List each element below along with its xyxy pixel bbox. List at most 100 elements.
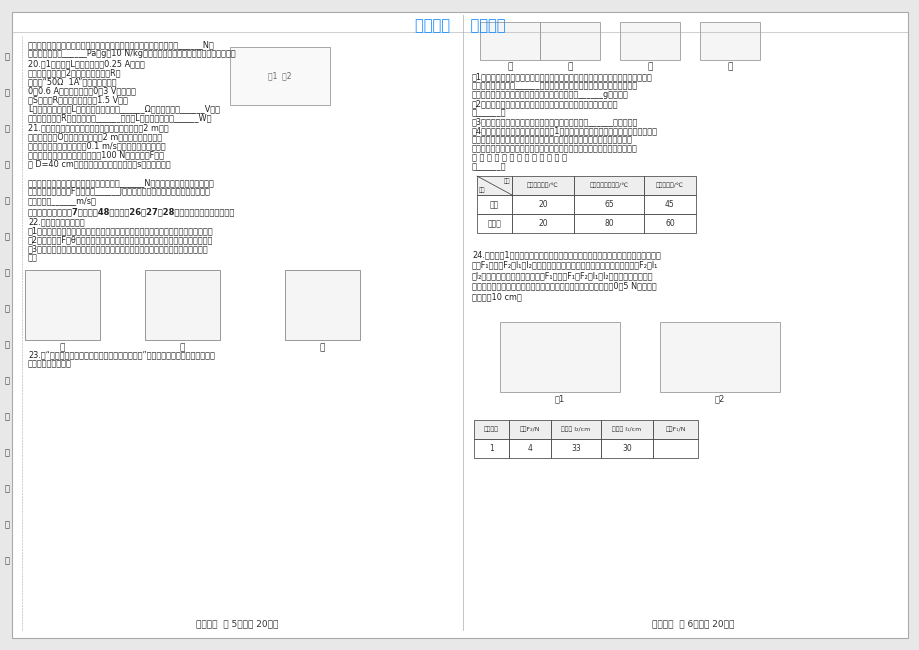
Text: 门处的过程中，推力F做的功为______J；为能安全通过该感应门，货物运动的速: 门处的过程中，推力F做的功为______J；为能安全通过该感应门，货物运动的速: [28, 187, 210, 196]
Bar: [573, 214, 643, 233]
Text: 宽 D=40 cm的货物，使货物的中央沿虚线s垂直地匀速通: 宽 D=40 cm的货物，使货物的中央沿虚线s垂直地匀速通: [28, 159, 170, 168]
Text: 酒精: 酒精: [489, 200, 499, 209]
Bar: [699, 22, 759, 60]
Text: （2）图乙中，F和θ分别为凸透镜的焦点和光心，请将两条光线的光路图补充完整；: （2）图乙中，F和θ分别为凸透镜的焦点和光心，请将两条光线的光路图补充完整；: [28, 235, 213, 244]
Text: 确采集的数据如下表所示。根据实验数据，小林得出了与事实相反的实验结: 确采集的数据如下表所示。根据实验数据，小林得出了与事实相反的实验结: [471, 135, 632, 144]
Text: 规格为“50Ω  1A”，电流表量程为: 规格为“50Ω 1A”，电流表量程为: [28, 77, 117, 86]
Text: 图1  图2: 图1 图2: [268, 72, 291, 81]
Text: 动力臂 l₁/cm: 动力臂 l₁/cm: [612, 426, 641, 432]
Text: 4: 4: [527, 444, 532, 453]
Text: 正: 正: [5, 52, 9, 61]
Bar: [512, 195, 573, 214]
Bar: [539, 22, 599, 60]
Text: 景，此时游码所处位置如图丙所示，则他还应称量______g的酒精；: 景，此时游码所处位置如图丙所示，则他还应称量______g的酒精；: [471, 90, 628, 99]
Text: L恰好正常发光，则L正常发光时的阻値为______Ω，电源电压为______V；为: L恰好正常发光，则L正常发光时的阻値为______Ω，电源电压为______V；…: [28, 104, 220, 113]
Text: 是______。: 是______。: [471, 162, 506, 171]
Text: 22.请按题目要求作答：: 22.请按题目要求作答：: [28, 217, 85, 226]
Bar: [499, 322, 619, 392]
Text: 阻力F₂/N: 阻力F₂/N: [519, 426, 539, 432]
Bar: [476, 195, 512, 214]
Text: 80: 80: [604, 219, 613, 228]
Text: 实验次数: 实验次数: [483, 426, 498, 432]
Bar: [600, 439, 652, 458]
Text: 丙: 丙: [647, 62, 652, 71]
Bar: [550, 420, 600, 439]
Text: 应圆（圆心为O点）时，宽度均为2 m的两扇感应门立即向: 应圆（圆心为O点）时，宽度均为2 m的两扇感应门立即向: [28, 132, 162, 141]
Text: 动力F₁和阻力F₂，l₁和l₂分别表示动力臂和阻力臂。他的实验思路是：改变F₂、l₁: 动力F₁和阻力F₂，l₁和l₂分别表示动力臂和阻力臂。他的实验思路是：改变F₂、…: [471, 261, 658, 270]
Text: 论：质量相同的砖牀片和酒精完全燃烧后，砖牀片放出的热量较多。你认为他: 论：质量相同的砖牀片和酒精完全燃烧后，砖牀片放出的热量较多。你认为他: [471, 144, 637, 153]
Text: 物理试卷  第 5页（共 20页）: 物理试卷 第 5页（共 20页）: [196, 619, 278, 628]
Text: 45: 45: [664, 200, 675, 209]
Text: 质: 质: [5, 268, 9, 277]
Text: （2）小林组装的实验装置如图丁所示，他在器材安装中的一处错误: （2）小林组装的实验装置如图丁所示，他在器材安装中的一处错误: [471, 99, 618, 108]
Bar: [600, 420, 652, 439]
Text: （4）正确组装实验装置后，小林用（1）中所称量的砖牀片和酒精分别进行实验，正: （4）正确组装实验装置后，小林用（1）中所称量的砖牀片和酒精分别进行实验，正: [471, 126, 657, 135]
Bar: [230, 47, 330, 105]
Text: 路。: 路。: [28, 253, 38, 262]
Text: 带: 带: [5, 124, 9, 133]
Text: （1）图甲中，小磁针处于静止状态，请在两虚线框内分别标出电源和螺线管的极性；: （1）图甲中，小磁针处于静止状态，请在两虚线框内分别标出电源和螺线管的极性；: [28, 226, 213, 235]
Text: 21.自动感应门的视图如图所示：当物体进入半径为2 m的感: 21.自动感应门的视图如图所示：当物体进入半径为2 m的感: [28, 123, 168, 132]
Text: 20.图1中，灯泡L的额定电流为0.25 A，其电: 20.图1中，灯泡L的额定电流为0.25 A，其电: [28, 59, 144, 68]
Text: 20: 20: [538, 200, 547, 209]
Bar: [550, 439, 600, 458]
Bar: [25, 270, 100, 340]
Text: 0～0.6 A，电压表量程为0～3 V，闭合开: 0～0.6 A，电压表量程为0～3 V，闭合开: [28, 86, 136, 95]
Bar: [145, 270, 220, 340]
Text: 物理试卷  第 6页（共 20页）: 物理试卷 第 6页（共 20页）: [651, 619, 733, 628]
Text: 为燃料进行了实验。: 为燃料进行了实验。: [28, 359, 72, 368]
Text: 最: 最: [5, 196, 9, 205]
Text: 在 实 验 中 最 有 可 能 遗 漏 的 操 作: 在 实 验 中 最 有 可 能 遗 漏 的 操 作: [471, 153, 566, 162]
Text: 甲: 甲: [59, 343, 64, 352]
Text: 则他应将平衡螺母向______调节；图乙是正确测量所用砖牀片质量时的场: 则他应将平衡螺母向______调节；图乙是正确测量所用砖牀片质量时的场: [471, 81, 638, 90]
Text: 吸盘下方，此时吸盘恰好不脱落且两铝块也未分离，则细绳中的拉力为______N，: 吸盘下方，此时吸盘恰好不脱落且两铝块也未分离，则细绳中的拉力为______N，: [28, 40, 214, 49]
Bar: [508, 420, 550, 439]
Text: 此时大气压强为______Pa。g取10 N/kg，不考虑吸盘与玻璃板间的分子相互作用。: 此时大气压强为______Pa。g取10 N/kg，不考虑吸盘与玻璃板间的分子相…: [28, 49, 235, 58]
Text: 阻力臂 l₂/cm: 阻力臂 l₂/cm: [561, 426, 590, 432]
Text: 系。已知实验前已调节杠杆在水平位置平衡，弹簧测力计的量程为0～5 N，杠杆上: 系。已知实验前已调节杠杆在水平位置平衡，弹簧测力计的量程为0～5 N，杠杆上: [471, 281, 656, 291]
Bar: [659, 322, 779, 392]
Bar: [285, 270, 359, 340]
Text: 水温的变化/℃: 水温的变化/℃: [655, 183, 683, 188]
Text: 33: 33: [571, 444, 580, 453]
Text: 应圆后关闭，在水平地面上，人用100 N的水平推力F推动: 应圆后关闭，在水平地面上，人用100 N的水平推力F推动: [28, 150, 164, 159]
Text: 优: 优: [5, 232, 9, 241]
Text: （3）图丙中，插座的一部分已正确接入家庭电路，请将其他部分也正确接入家庭电: （3）图丙中，插座的一部分已正确接入家庭电路，请将其他部分也正确接入家庭电: [28, 244, 209, 253]
Text: 的: 的: [5, 304, 9, 313]
Text: 20: 20: [538, 219, 547, 228]
Text: 乙: 乙: [567, 62, 572, 71]
Text: 燃料: 燃料: [479, 187, 485, 193]
Text: 24.小飞用图1装置来探究杠杆的平衡条件，设弹簧测力计和钉码对杠杆的拉力分别为: 24.小飞用图1装置来探究杠杆的平衡条件，设弹簧测力计和钉码对杠杆的拉力分别为: [471, 250, 660, 259]
Text: 保证电路安全，R的调节范围为______，灯泡L的最小电功率为______W。: 保证电路安全，R的调节范围为______，灯泡L的最小电功率为______W。: [28, 113, 212, 122]
Text: 过该门，此过程中货物受到的摩擦力大小为______N，从门开始开启到货物被推至: 过该门，此过程中货物受到的摩擦力大小为______N，从门开始开启到货物被推至: [28, 178, 214, 187]
Bar: [643, 176, 696, 195]
Bar: [476, 214, 512, 233]
Text: 享: 享: [5, 448, 9, 457]
Text: 图1: 图1: [554, 394, 564, 403]
Text: 资: 资: [5, 340, 9, 349]
Text: 1: 1: [489, 444, 494, 453]
Text: 65: 65: [604, 200, 613, 209]
Bar: [480, 22, 539, 60]
Bar: [573, 176, 643, 195]
Text: 源: 源: [5, 376, 9, 385]
Text: 和l₂，测得杠杆平衡时所需的拉力F₁，来寻F₁、F₂、l₁和l₂四个物理量之间的关: 和l₂，测得杠杆平衡时所需的拉力F₁，来寻F₁、F₂、l₁和l₂四个物理量之间的…: [471, 271, 652, 280]
Text: 23.在“比较质量相等的不同燃料燃烧时放出的热量”实验中，小林选用砖牀片和酒精: 23.在“比较质量相等的不同燃料燃烧时放出的热量”实验中，小林选用砖牀片和酒精: [28, 350, 215, 359]
Text: 流与电压关系如图2所示，滑动变阔器R的: 流与电压关系如图2所示，滑动变阔器R的: [28, 68, 121, 77]
Bar: [643, 195, 696, 214]
Text: 效: 效: [5, 556, 9, 565]
Text: 燃料燃尽时的水温/℃: 燃料燃尽时的水温/℃: [589, 183, 628, 188]
Bar: [476, 176, 512, 195]
Text: 三、解答题（本题共7小题，內48分，解答26、27、28题时还有必要的解题过程）: 三、解答题（本题共7小题，內48分，解答26、27、28题时还有必要的解题过程）: [28, 207, 235, 216]
Text: 动力F₁/N: 动力F₁/N: [664, 426, 685, 432]
Text: 甲: 甲: [506, 62, 512, 71]
Text: 载: 载: [5, 520, 9, 529]
Text: （3）本实验中，燃料完全燃烧放出热量的多少是通过______来反映的；: （3）本实验中，燃料完全燃烧放出热量的多少是通过______来反映的；: [471, 117, 638, 126]
Text: 每一格长10 cm。: 每一格长10 cm。: [471, 292, 521, 301]
Bar: [512, 176, 573, 195]
Text: （1）小林将天平放在水平桌面上并将游码归零后，若指针静止时位置如图甲所示，: （1）小林将天平放在水平桌面上并将游码归零后，若指针静止时位置如图甲所示，: [471, 72, 652, 81]
Text: 共: 共: [5, 412, 9, 421]
Bar: [473, 439, 508, 458]
Text: 温度: 温度: [503, 178, 509, 183]
Bar: [473, 420, 508, 439]
